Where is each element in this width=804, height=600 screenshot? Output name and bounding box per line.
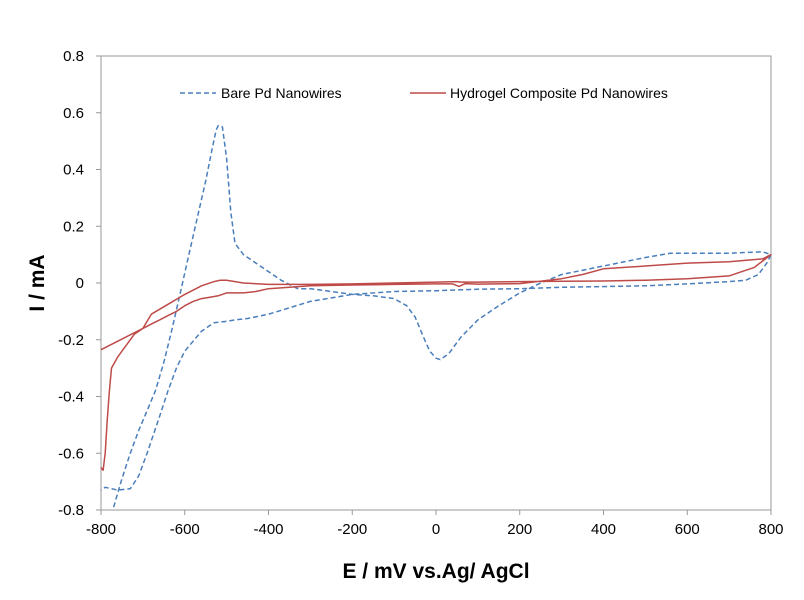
y-tick-label: -0.2 bbox=[58, 332, 84, 349]
x-tick-label: 800 bbox=[758, 521, 783, 538]
y-tick-label: -0.4 bbox=[58, 389, 84, 406]
x-tick-label: 200 bbox=[507, 521, 532, 538]
legend: Bare Pd Nanowires Hydrogel Composite Pd … bbox=[180, 85, 668, 101]
y-axis-title: I / mA bbox=[26, 254, 49, 311]
x-tick-label: 0 bbox=[432, 521, 440, 538]
axis-tick-labels: -800 -600 -400 -200 0 200 400 600 800 -0.8 -0.6 -0.… bbox=[58, 48, 783, 538]
y-tick-label: 0.6 bbox=[63, 105, 84, 122]
legend-label-hydrogel-pd: Hydrogel Composite Pd Nanowires bbox=[450, 85, 668, 101]
x-tick-label: 400 bbox=[591, 521, 616, 538]
x-tick-label: -400 bbox=[253, 521, 283, 538]
series-line-hydrogel-pd bbox=[100, 253, 772, 472]
series-line-bare-pd bbox=[100, 124, 772, 508]
y-tick-label: 0.2 bbox=[63, 218, 84, 235]
x-tick-label: -600 bbox=[170, 521, 200, 538]
x-tick-label: -800 bbox=[86, 521, 116, 538]
x-tick-label: 600 bbox=[675, 521, 700, 538]
y-tick-label: -0.6 bbox=[58, 445, 84, 462]
y-tick-label: 0 bbox=[76, 275, 84, 292]
legend-label-bare-pd: Bare Pd Nanowires bbox=[221, 85, 342, 101]
axis-ticks bbox=[96, 55, 772, 515]
y-tick-label: 0.4 bbox=[63, 162, 84, 179]
plot-area bbox=[100, 55, 772, 511]
x-axis-title: E / mV vs.Ag/ AgCl bbox=[342, 560, 529, 583]
x-tick-label: -200 bbox=[337, 521, 367, 538]
data-series bbox=[100, 124, 772, 508]
y-tick-label: 0.8 bbox=[63, 48, 84, 65]
y-tick-label: -0.8 bbox=[58, 502, 84, 519]
